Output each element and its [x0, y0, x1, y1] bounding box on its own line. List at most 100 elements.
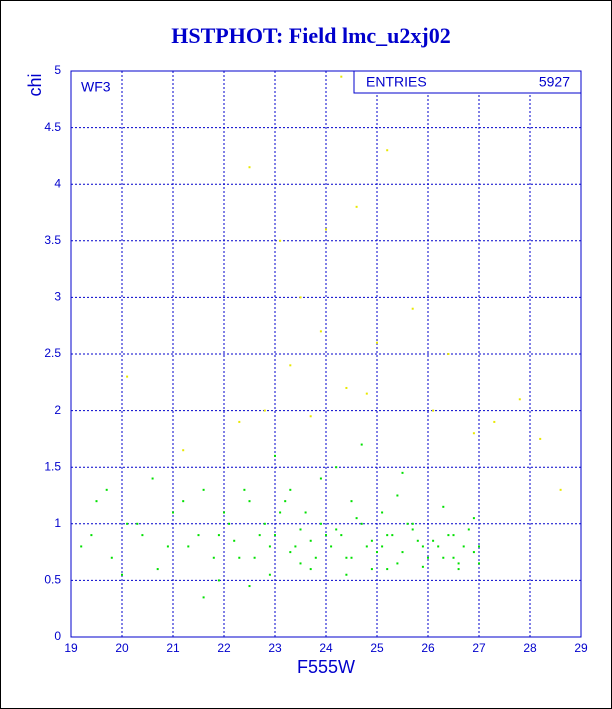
point: [289, 364, 292, 367]
point: [442, 505, 445, 508]
point: [299, 528, 302, 531]
point: [396, 562, 399, 565]
point: [345, 386, 348, 389]
point: [401, 551, 404, 554]
point: [335, 466, 338, 469]
point: [478, 562, 480, 565]
point: [126, 375, 129, 378]
point: [360, 443, 363, 446]
point: [386, 534, 389, 537]
point: [391, 534, 394, 537]
y-tick-label: 5: [54, 63, 61, 77]
point: [355, 205, 358, 208]
point: [411, 522, 414, 525]
point: [386, 149, 389, 152]
point: [472, 432, 475, 435]
point: [381, 511, 384, 514]
point: [442, 556, 445, 559]
y-tick-label: 4.5: [44, 120, 61, 134]
point: [381, 545, 384, 548]
point: [432, 409, 435, 412]
point: [253, 556, 256, 559]
point: [289, 551, 292, 554]
point: [268, 573, 271, 576]
x-tick-label: 19: [64, 641, 78, 655]
point: [151, 477, 154, 480]
point: [478, 545, 480, 548]
point: [355, 517, 358, 520]
point: [156, 568, 159, 571]
chart-title: HSTPHOT: Field lmc_u2xj02: [171, 23, 450, 48]
point: [447, 353, 450, 355]
stats-label: ENTRIES: [366, 74, 427, 90]
point: [243, 488, 246, 491]
point: [268, 545, 271, 548]
point: [467, 528, 470, 531]
point: [350, 500, 353, 503]
stats-value: 5927: [539, 74, 570, 90]
point: [319, 522, 322, 525]
point: [559, 488, 562, 491]
point: [248, 166, 251, 169]
y-tick-label: 0: [54, 629, 61, 643]
point: [238, 556, 241, 559]
point: [411, 528, 414, 531]
point: [238, 420, 241, 423]
point: [309, 539, 312, 542]
y-tick-label: 2.5: [44, 346, 61, 360]
point: [462, 545, 465, 548]
point: [457, 562, 460, 565]
point: [309, 568, 312, 571]
point: [472, 551, 475, 554]
y-tick-label: 1.5: [44, 459, 61, 473]
point: [141, 534, 144, 537]
point: [95, 500, 98, 503]
point: [126, 522, 129, 525]
point: [217, 534, 220, 537]
point: [90, 534, 93, 537]
point: [406, 522, 409, 525]
point: [457, 568, 460, 571]
point: [421, 565, 424, 568]
point: [370, 568, 373, 571]
point: [345, 556, 348, 559]
x-tick-label: 22: [217, 641, 231, 655]
point: [110, 556, 113, 559]
y-tick-label: 0.5: [44, 573, 61, 587]
point: [217, 579, 220, 582]
x-tick-label: 28: [523, 641, 537, 655]
annotation: WF3: [81, 79, 111, 95]
point: [80, 545, 83, 548]
point: [330, 545, 333, 548]
point: [248, 585, 251, 588]
point: [325, 534, 327, 537]
x-tick-label: 27: [472, 641, 486, 655]
y-tick-label: 3: [54, 290, 61, 304]
point: [472, 517, 475, 520]
point: [340, 534, 343, 537]
point: [518, 398, 521, 401]
point: [187, 545, 190, 548]
point: [182, 449, 185, 452]
point: [401, 471, 404, 474]
point: [274, 454, 276, 457]
point: [121, 573, 123, 576]
point: [294, 545, 297, 548]
x-axis-label: F555W: [297, 657, 355, 677]
point: [233, 539, 236, 542]
point: [136, 522, 139, 525]
point: [197, 534, 200, 537]
point: [340, 75, 343, 78]
point: [376, 551, 378, 554]
point: [365, 545, 368, 548]
x-tick-label: 23: [268, 641, 282, 655]
point: [105, 488, 108, 491]
point: [263, 409, 266, 412]
x-tick-label: 20: [115, 641, 129, 655]
point: [309, 415, 312, 418]
point: [314, 556, 317, 559]
point: [539, 437, 542, 440]
point: [386, 568, 389, 571]
point: [284, 500, 287, 503]
